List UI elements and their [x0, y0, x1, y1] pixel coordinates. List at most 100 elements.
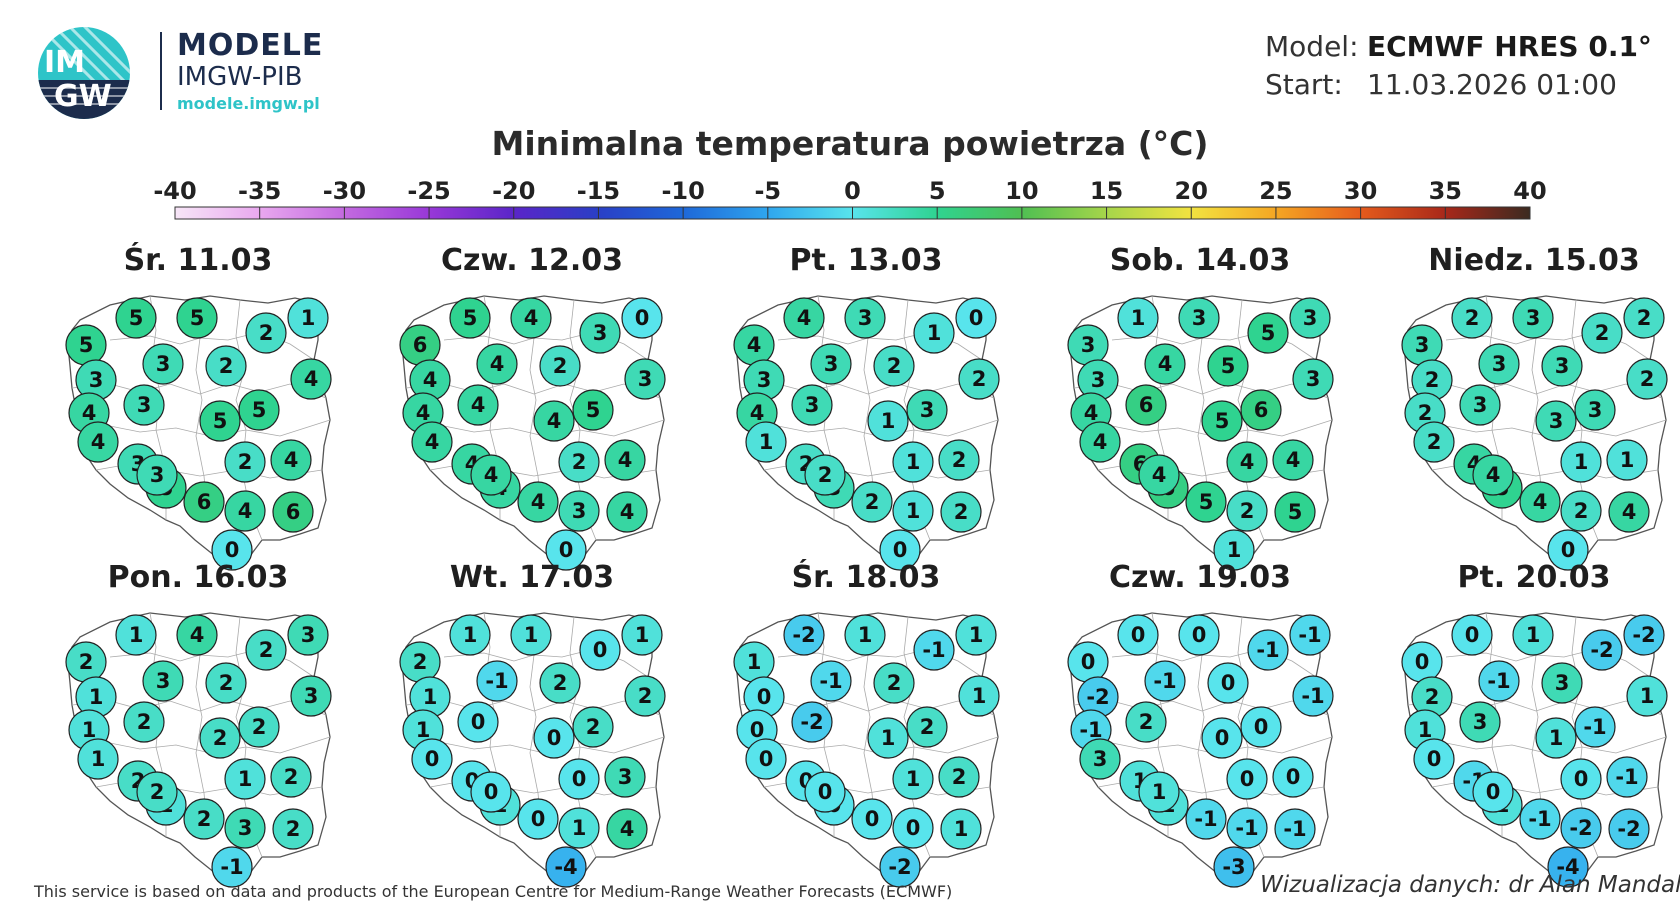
temperature-marker: [411, 738, 453, 780]
temperature-value: 4: [1158, 352, 1173, 376]
temperature-value: 1: [972, 684, 987, 708]
temperature-marker: [1623, 297, 1665, 339]
temperature-marker: [1574, 706, 1616, 748]
temperature-value: 2: [150, 780, 165, 804]
colorbar-tick-label: -25: [407, 177, 450, 205]
temperature-value: 1: [416, 718, 431, 742]
temperature-value: 2: [238, 450, 253, 474]
temperature-value: 2: [259, 638, 274, 662]
temperature-value: 5: [1221, 354, 1236, 378]
region-border: [79, 419, 331, 437]
temperature-value: -1: [1283, 817, 1306, 841]
temperature-marker: [199, 717, 241, 759]
temperature-marker: [287, 297, 329, 339]
temperature-value: 4: [618, 448, 633, 472]
temperature-value: 4: [82, 401, 97, 425]
temperature-value: 2: [865, 490, 880, 514]
temperature-value: 0: [1240, 767, 1255, 791]
colorbar-tick-label: -10: [661, 177, 704, 205]
temperature-value: 0: [547, 726, 562, 750]
temperature-value: 3: [593, 321, 608, 345]
day-map: Czw. 19.03000-1-1-2-10-1-120031001-1-1-1…: [1067, 560, 1334, 888]
temperature-marker: [1274, 491, 1316, 533]
temperature-value: -2: [792, 623, 815, 647]
temperature-value: 4: [620, 500, 635, 524]
temperature-marker: [176, 614, 218, 656]
brand-title: MODELE: [177, 28, 324, 63]
temperature-value: 4: [304, 367, 319, 391]
temperature-marker: [1512, 297, 1554, 339]
temperature-marker: [142, 343, 184, 385]
temperature-marker: [1185, 798, 1227, 840]
temperature-marker: [77, 738, 119, 780]
brand-subtitle: IMGW-PIB: [177, 62, 303, 92]
brand-url[interactable]: modele.imgw.pl: [177, 94, 320, 113]
temperature-marker: [892, 807, 934, 849]
temperature-value: -1: [1298, 623, 1321, 647]
logo-text-1: IM: [44, 45, 85, 80]
temperature-value: 6: [197, 490, 212, 514]
region-border: [747, 736, 999, 754]
temperature-value: 3: [156, 352, 171, 376]
temperature-marker: [572, 706, 614, 748]
temperature-value: -2: [800, 710, 823, 734]
temperature-value: 0: [818, 780, 833, 804]
temperature-value: -4: [554, 855, 577, 879]
temperature-value: -2: [1590, 638, 1613, 662]
temperature-marker: [1226, 441, 1268, 483]
temperature-marker: [810, 343, 852, 385]
temperature-value: 5: [252, 398, 267, 422]
temperature-marker: [457, 384, 499, 426]
temperature-value: 4: [1084, 401, 1099, 425]
temperature-value: 3: [1549, 409, 1564, 433]
temperature-value: 2: [252, 715, 267, 739]
temperature-marker: [77, 421, 119, 463]
temperature-marker: [238, 706, 280, 748]
temperature-value: -2: [1632, 623, 1655, 647]
temperature-value: 3: [638, 367, 653, 391]
temperature-value: -2: [1617, 817, 1640, 841]
temperature-value: 6: [413, 333, 428, 357]
temperature-value: 0: [1415, 650, 1430, 674]
temperature-marker: [1459, 701, 1501, 743]
temperature-value: 2: [1240, 499, 1255, 523]
temperature-marker: [545, 529, 587, 571]
temperature-marker: [879, 529, 921, 571]
temperature-value: 1: [858, 623, 873, 647]
region-border: [739, 700, 995, 716]
temperature-marker: [224, 441, 266, 483]
temperature-marker: [1247, 312, 1289, 354]
temperature-marker: [123, 384, 165, 426]
temperature-marker: [1560, 441, 1602, 483]
temperature-marker: [558, 441, 600, 483]
temperature-value: 1: [82, 718, 97, 742]
temperature-marker: [1606, 756, 1648, 798]
temperature-value: -1: [1301, 684, 1324, 708]
temperature-value: 4: [1622, 500, 1637, 524]
temperature-value: 3: [1081, 333, 1096, 357]
temperature-value: 1: [881, 409, 896, 433]
temperature-value: 0: [1081, 650, 1096, 674]
temperature-value: 3: [238, 816, 253, 840]
region-border: [71, 383, 327, 399]
temperature-value: 2: [1139, 710, 1154, 734]
temperature-marker: [1079, 421, 1121, 463]
temperature-marker: [270, 756, 312, 798]
temperature-marker: [906, 706, 948, 748]
temperature-marker: [892, 758, 934, 800]
temperature-value: 6: [286, 500, 301, 524]
temperature-value: 2: [553, 671, 568, 695]
temperature-marker: [1274, 808, 1316, 850]
temperature-marker: [238, 389, 280, 431]
temperature-value: 1: [572, 816, 587, 840]
temperature-marker: [533, 717, 575, 759]
temperature-value: 2: [586, 715, 601, 739]
temperature-marker: [211, 529, 253, 571]
temperature-value: -2: [1569, 816, 1592, 840]
day-map: Pt. 20.03001-2-22-131131-10-10-11-1-2-2-…: [1401, 560, 1668, 888]
region-border: [1081, 419, 1333, 437]
model-value: ECMWF HRES 0.1°: [1367, 30, 1652, 63]
colorbar-tick-label: 10: [1005, 177, 1038, 205]
temperature-value: 3: [1192, 306, 1207, 330]
temperature-value: 0: [750, 718, 765, 742]
